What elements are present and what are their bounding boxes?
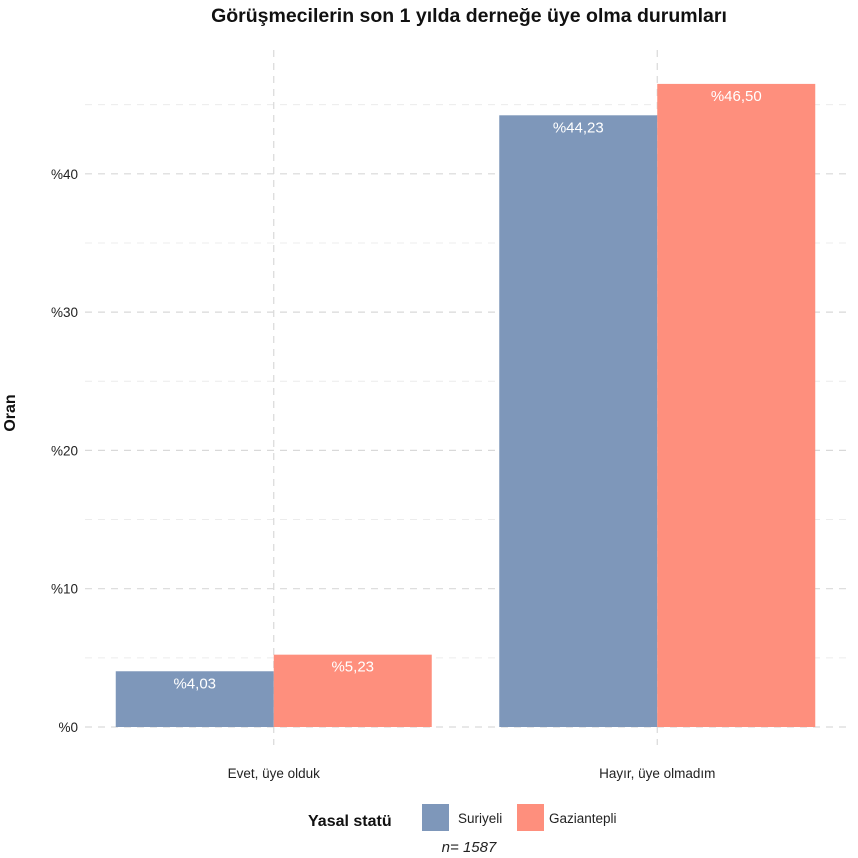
caption: n= 1587 bbox=[442, 839, 497, 856]
x-tick-label: Hayır, üye olmadım bbox=[599, 766, 715, 781]
legend: Yasal statü Suriyeli Gaziantepli bbox=[308, 804, 617, 831]
y-tick-label: %30 bbox=[51, 305, 78, 320]
legend-label-suriyeli: Suriyeli bbox=[458, 811, 502, 826]
x-tick-label: Evet, üye olduk bbox=[228, 766, 321, 781]
legend-label-gaziantepli: Gaziantepli bbox=[549, 811, 617, 826]
legend-swatch-gaziantepli bbox=[517, 804, 544, 831]
y-tick-label: %10 bbox=[51, 582, 78, 597]
bar-gaziantepli-1 bbox=[657, 83, 816, 727]
bars: %4,03 %5,23 %44,23 %46,50 bbox=[115, 83, 816, 728]
bar-value-label: %46,50 bbox=[711, 88, 762, 105]
chart-title: Görüşmecilerin son 1 yılda derneğe üye o… bbox=[211, 5, 727, 27]
bar-suriyeli-1 bbox=[499, 115, 658, 728]
bar-gaziantepli-0 bbox=[273, 654, 432, 727]
legend-swatch-suriyeli bbox=[422, 804, 449, 831]
bar-value-label: %5,23 bbox=[331, 659, 374, 676]
legend-title: Yasal statü bbox=[308, 813, 392, 830]
y-axis-label: Oran bbox=[2, 394, 19, 431]
bar-value-label: %4,03 bbox=[173, 675, 216, 692]
y-axis-ticks: %0 %10 %20 %30 %40 bbox=[51, 167, 78, 735]
y-tick-label: %20 bbox=[51, 443, 78, 458]
x-axis-ticks: Evet, üye olduk Hayır, üye olmadım bbox=[228, 766, 716, 781]
bar-value-label: %44,23 bbox=[553, 119, 604, 136]
bar-suriyeli-0 bbox=[115, 671, 274, 727]
y-tick-label: %0 bbox=[58, 720, 78, 735]
y-tick-label: %40 bbox=[51, 167, 78, 182]
